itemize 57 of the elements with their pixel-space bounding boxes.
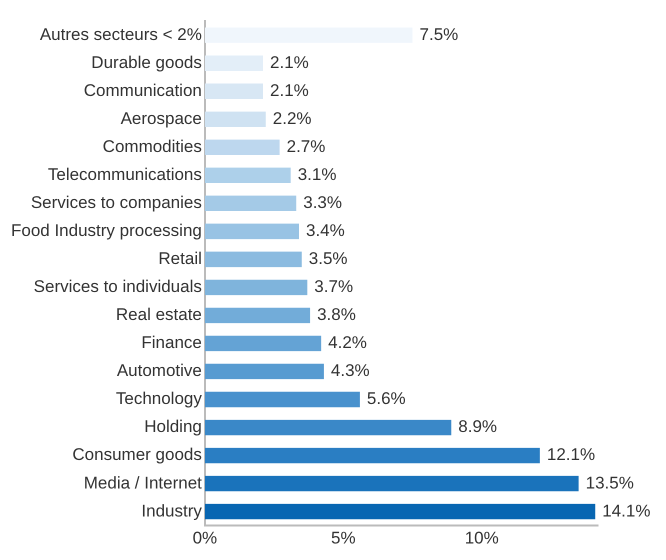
data-label: 14.1% [602,501,650,520]
bar [204,112,266,127]
data-label: 13.5% [586,473,634,492]
bar [204,196,296,212]
y-tick-label: Autres secteurs < 2% [40,24,202,44]
data-label: 8.9% [458,417,498,436]
bar [204,504,596,520]
data-label: 2.7% [286,136,326,156]
bar [204,364,324,380]
x-tick-label: 10% [464,528,499,548]
data-label: 12.1% [546,445,596,464]
bar [204,476,579,492]
data-label: 4.2% [328,333,367,352]
bar [204,252,302,268]
y-tick-label: Telecommunications [48,165,202,184]
y-tick-label: Services to individuals [34,277,202,296]
bar [204,84,264,99]
data-label: 3.8% [317,305,356,324]
bar [204,336,322,352]
data-label: 2.1% [270,80,309,100]
data-label: 3.1% [298,165,336,184]
y-tick-label: Communication [84,80,202,100]
y-tick-label: Automotive [116,361,202,380]
bar [204,448,540,464]
y-tick-label: Durable goods [91,52,202,72]
bar [204,56,264,71]
data-label: 3.7% [314,277,354,296]
bar [204,224,300,240]
bar [204,168,291,184]
data-label: 2.1% [270,52,309,72]
bar [204,28,413,43]
y-tick-label: Real estate [116,305,202,324]
bar [204,420,452,436]
y-tick-label: Aerospace [120,108,202,128]
y-tick-label: Media / Internet [84,473,202,492]
bar [204,140,280,156]
data-label: 7.5% [420,24,458,44]
y-tick-label: Commodities [102,136,202,156]
y-tick-label: Consumer goods [72,445,202,464]
y-tick-label: Retail [158,249,202,268]
data-label: 5.6% [366,389,406,408]
data-label: 3.3% [303,193,342,212]
y-tick-label: Food Industry processing [10,221,202,240]
bar [204,392,360,408]
x-tick-label: 5% [331,528,356,548]
y-tick-label: Holding [144,417,202,436]
y-tick-label: Finance [141,333,202,352]
data-label: 2.2% [272,108,312,128]
y-tick-label: Technology [116,389,202,408]
data-label: 3.5% [308,249,348,268]
data-label: 4.3% [330,361,370,380]
x-tick-label: 0% [192,528,218,548]
bar [204,308,310,324]
bar [204,280,308,296]
y-tick-label: Services to companies [30,193,202,212]
data-label: 3.4% [306,221,345,240]
y-tick-label: Industry [141,501,202,520]
